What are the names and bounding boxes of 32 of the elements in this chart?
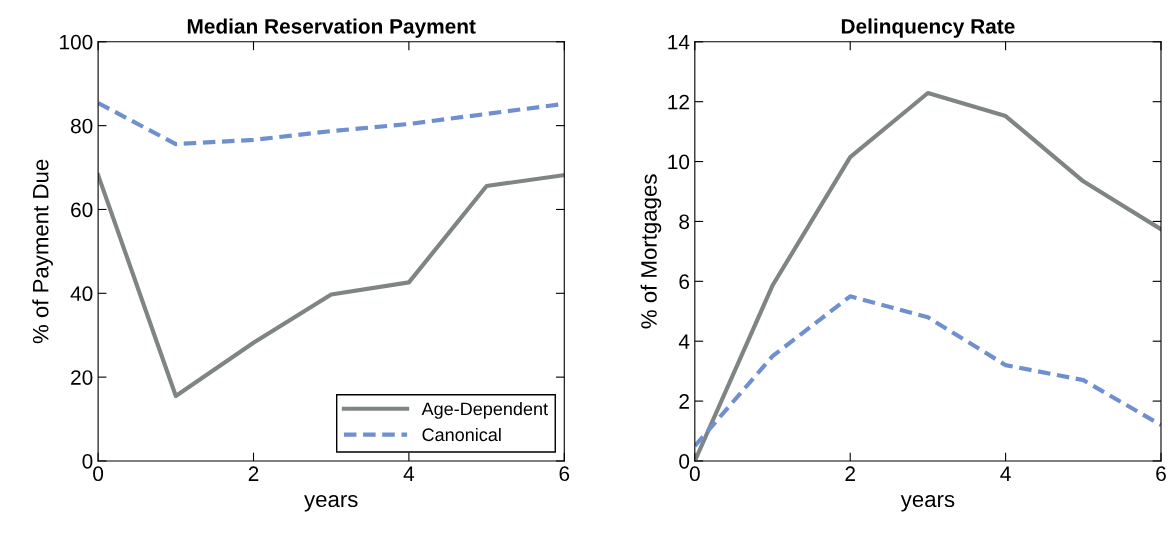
y-axis-title: % of Mortgages: [640, 174, 662, 329]
y-tick-label: 4: [678, 334, 690, 349]
x-tick-label: 0: [93, 466, 104, 482]
x-tick-label: 4: [403, 466, 415, 481]
x-tick-label: 2: [845, 466, 855, 481]
chart-title: Delinquency Rate: [841, 18, 1015, 38]
y-tick-label: 12: [668, 94, 689, 110]
x-axis-title: years: [900, 494, 955, 512]
chart-title: Median Reservation Payment: [187, 18, 476, 38]
line-series: [98, 173, 565, 399]
y-tick-label: 10: [668, 154, 690, 170]
x-axis-title: years: [304, 494, 358, 512]
y-tick-label: 6: [679, 274, 690, 290]
y-tick-label: 8: [679, 214, 690, 230]
x-tick-label: 4: [1000, 466, 1011, 481]
y-tick-label: 40: [70, 286, 93, 302]
y-tick-label: 2: [679, 394, 689, 409]
line-series: [694, 294, 1161, 449]
y-tick-label: 60: [71, 202, 93, 218]
y-tick-label: 80: [70, 118, 93, 134]
x-tick-label: 0: [689, 466, 700, 482]
y-tick-label: 100: [60, 34, 93, 50]
y-axis-title: % of Payment Due: [32, 159, 53, 344]
legend-label: Canonical: [422, 427, 501, 442]
y-tick-label: 0: [82, 453, 93, 469]
legend-label: Age-Dependent: [421, 402, 548, 419]
y-tick-label: 14: [668, 35, 690, 50]
y-tick-label: 20: [71, 370, 93, 385]
y-tick-label: 0: [679, 453, 690, 469]
x-tick-label: 2: [248, 466, 259, 481]
x-tick-label: 6: [559, 466, 570, 482]
x-tick-label: 6: [1156, 466, 1166, 482]
